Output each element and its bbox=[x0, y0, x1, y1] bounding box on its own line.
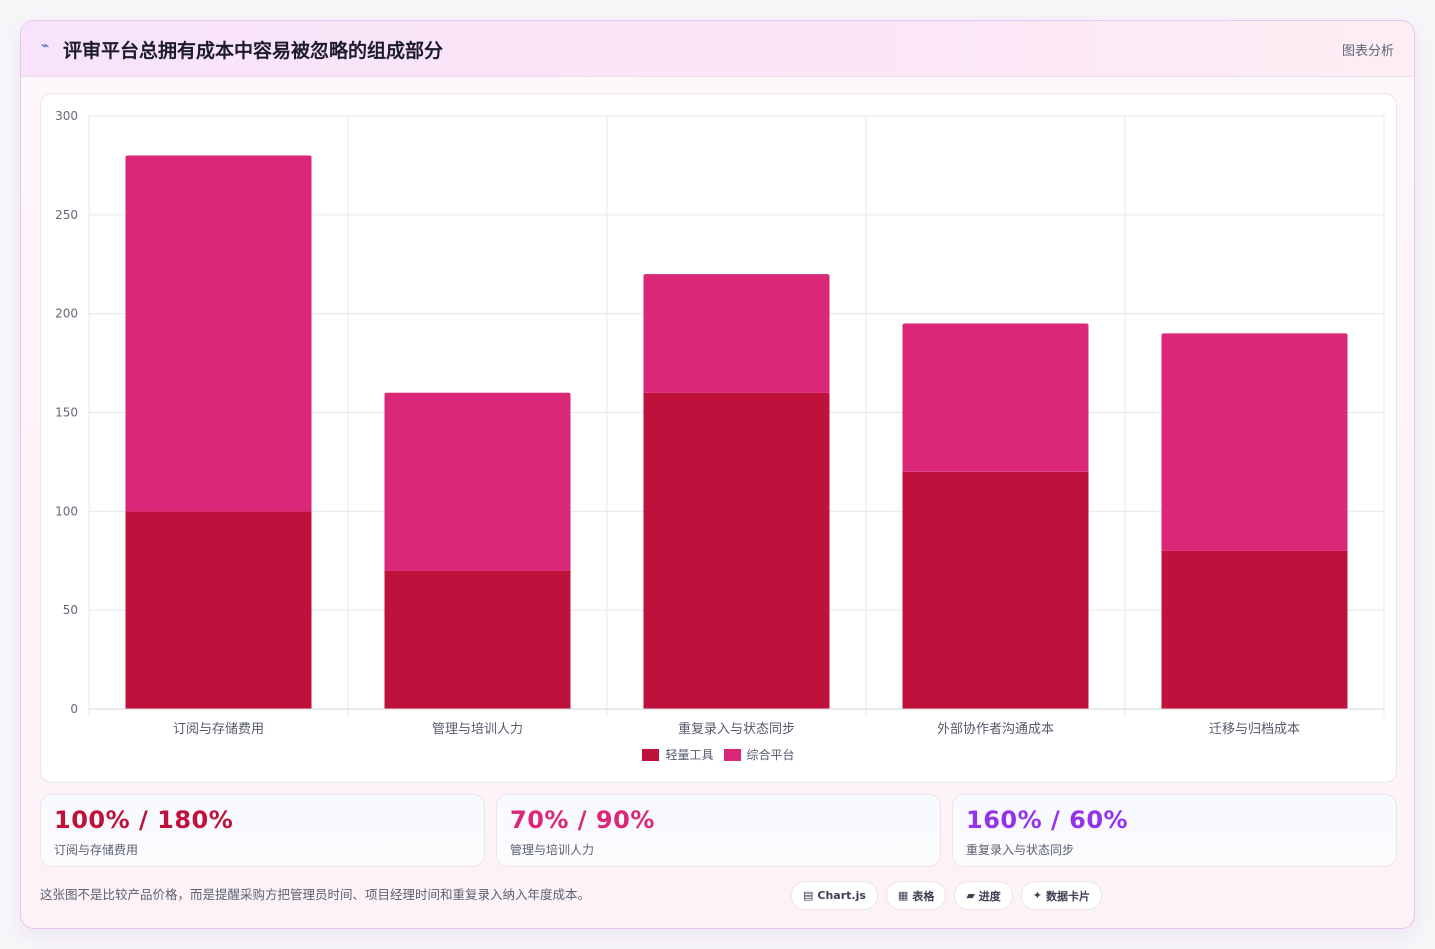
bar-segment bbox=[643, 274, 830, 393]
header-tag: 图表分析 bbox=[1341, 44, 1394, 59]
bar-segment bbox=[1161, 333, 1348, 551]
stat-label: 订阅与存储费用 bbox=[54, 843, 139, 857]
badge-label: Chart.js bbox=[817, 889, 866, 902]
progress-icon: ▰ bbox=[966, 889, 975, 902]
badge-label: 进度 bbox=[978, 889, 1001, 903]
badge-table[interactable]: ▦ 表格 bbox=[885, 881, 947, 910]
table-icon: ▦ bbox=[897, 889, 909, 902]
bar-segment bbox=[902, 323, 1089, 472]
feature-badges: ▤ Chart.js ▦ 表格 ▰ 进度 ✦ 数据卡片 bbox=[791, 881, 1103, 910]
x-tick-label: 重复录入与状态同步 bbox=[678, 721, 795, 737]
stat-value: 100% / 180% bbox=[54, 806, 234, 834]
footnote: 这张图不是比较产品价格，而是提醒采购方把管理员时间、项目经理时间和重复录入纳入年… bbox=[40, 887, 591, 902]
legend-swatch bbox=[642, 748, 660, 761]
legend-label: 综合平台 bbox=[746, 748, 795, 762]
legend-label: 轻量工具 bbox=[665, 748, 714, 762]
y-tick-label: 0 bbox=[70, 702, 78, 716]
trend-icon: ⌁ bbox=[41, 38, 50, 54]
chart-panel: 0 50 100 150 200 250 300 订阅与存储费用 管理与培训人力 重复录入与状态同… bbox=[40, 93, 1397, 783]
card-header: ⌁ 评审平台总拥有成本中容易被忽略的组成部分 图表分析 bbox=[21, 21, 1414, 77]
badge-progress[interactable]: ▰ 进度 bbox=[954, 881, 1013, 910]
sparkle-icon: ✦ bbox=[1032, 889, 1043, 902]
badge-label: 数据卡片 bbox=[1046, 889, 1091, 903]
x-tick-label: 迁移与归档成本 bbox=[1209, 722, 1300, 737]
chart-card: ⌁ 评审平台总拥有成本中容易被忽略的组成部分 图表分析 0 50 100 150 200… bbox=[20, 20, 1415, 929]
bar-segment bbox=[125, 155, 312, 512]
stat-value: 160% / 60% bbox=[966, 806, 1129, 834]
y-tick-label: 50 bbox=[63, 603, 78, 617]
bar-segment bbox=[384, 570, 571, 709]
bar-segment bbox=[902, 471, 1089, 709]
bar-segment bbox=[643, 392, 830, 709]
stat-label: 管理与培训人力 bbox=[510, 843, 595, 857]
stat-label: 重复录入与状态同步 bbox=[966, 843, 1075, 857]
y-tick-label: 250 bbox=[55, 208, 78, 222]
stat-card-2: 70% / 90% 管理与培训人力 bbox=[496, 794, 941, 867]
y-tick-label: 150 bbox=[55, 406, 78, 420]
bar-segment bbox=[125, 511, 312, 709]
x-tick-label: 管理与培训人力 bbox=[432, 721, 523, 737]
stat-card-3: 160% / 60% 重复录入与状态同步 bbox=[952, 794, 1397, 867]
chart-legend: 轻量工具 综合平台 bbox=[41, 746, 1396, 763]
x-tick-label: 外部协作者沟通成本 bbox=[937, 722, 1054, 737]
legend-swatch bbox=[723, 748, 741, 761]
chart-title: 评审平台总拥有成本中容易被忽略的组成部分 bbox=[63, 40, 444, 62]
stat-card-1: 100% / 180% 订阅与存储费用 bbox=[40, 794, 485, 867]
stat-value: 70% / 90% bbox=[510, 806, 655, 834]
y-tick-label: 300 bbox=[55, 109, 78, 123]
chart-icon: ▤ bbox=[803, 889, 814, 902]
badge-label: 表格 bbox=[912, 889, 935, 903]
stacked-bar-chart: 0 50 100 150 200 250 300 订阅与存储费用 管理与培训人力 重复录入与状态同… bbox=[55, 109, 1385, 737]
bar-segment bbox=[1161, 550, 1348, 709]
y-tick-label: 200 bbox=[55, 307, 78, 321]
bar-segment bbox=[384, 392, 571, 571]
x-tick-label: 订阅与存储费用 bbox=[173, 722, 264, 737]
badge-data-cards[interactable]: ✦ 数据卡片 bbox=[1020, 881, 1103, 910]
stat-cards: 100% / 180% 订阅与存储费用 70% / 90% 管理与培训人力 16… bbox=[40, 794, 1397, 867]
legend-item[interactable]: 综合平台 bbox=[723, 746, 795, 763]
legend-item[interactable]: 轻量工具 bbox=[642, 746, 714, 763]
y-tick-label: 100 bbox=[55, 504, 78, 518]
badge-chartjs[interactable]: ▤ Chart.js bbox=[791, 881, 878, 910]
